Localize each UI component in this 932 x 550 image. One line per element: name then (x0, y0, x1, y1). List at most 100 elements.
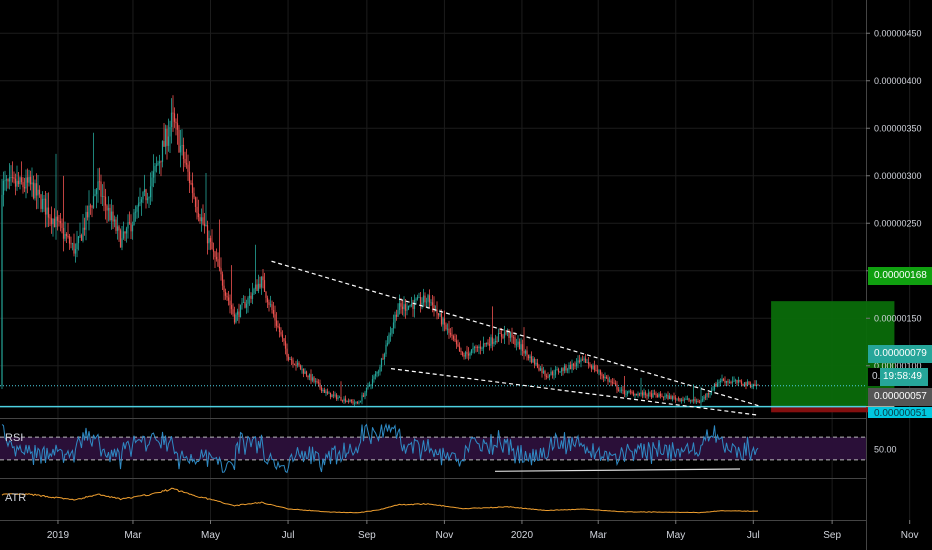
candle-body (98, 181, 101, 183)
candle-body (248, 295, 251, 298)
candle-body (437, 313, 440, 316)
candle-body (653, 393, 656, 395)
candle-body (544, 370, 546, 376)
candle-body (506, 330, 509, 334)
candle-body (299, 365, 302, 369)
cut-price-label: 0.00000051 (868, 407, 932, 418)
candle-body (221, 274, 224, 286)
candle-body (94, 194, 96, 197)
candle-body (307, 375, 309, 378)
candle-body (694, 399, 696, 402)
time-axis[interactable]: 2019 Mar May Jul Sep Nov 2020 Mar May Jul Sep Nov (47, 520, 919, 541)
candle-body (185, 163, 188, 165)
candle-body (115, 219, 117, 231)
candle-body (730, 382, 732, 383)
candle-body (145, 189, 147, 201)
candle-body (683, 399, 686, 401)
candle-body (476, 347, 479, 349)
candle-body (614, 383, 617, 385)
candle-body (578, 360, 581, 362)
candle-body (223, 285, 225, 292)
candle-body (382, 358, 384, 360)
candle-body (356, 401, 359, 404)
candle-body (152, 171, 155, 178)
candle-body (496, 340, 498, 342)
candle-body (628, 391, 630, 393)
candle-body (469, 352, 471, 356)
candle-body (229, 300, 231, 306)
candle-body (323, 389, 326, 393)
candle-body (301, 368, 303, 370)
candle-body (568, 364, 570, 370)
candle-body (364, 392, 366, 397)
candle-body (703, 396, 705, 400)
candle-body (443, 318, 446, 325)
candle-body (190, 182, 192, 184)
candle-body (355, 401, 357, 404)
stop-zone (771, 406, 895, 413)
candle-body (89, 205, 92, 207)
candle-body (194, 197, 197, 207)
candle-body (626, 391, 629, 395)
time-tick-label: Jul (747, 530, 760, 541)
candle-body (542, 370, 545, 373)
candle-body (707, 393, 710, 395)
candle-body (716, 382, 719, 387)
candle-body (502, 336, 504, 338)
candle-body (452, 336, 455, 339)
candle-body (746, 381, 749, 386)
candle-body (491, 337, 494, 344)
candle-body (142, 192, 144, 200)
candle-body (719, 381, 722, 383)
candle-body (41, 199, 44, 209)
candle-body (296, 362, 299, 366)
candle-body (545, 375, 548, 377)
candle-body (22, 182, 24, 188)
candle-body (155, 164, 158, 167)
candle-body (649, 392, 651, 394)
candle-body (97, 181, 99, 190)
candle-body (617, 389, 620, 391)
candle-body (638, 393, 641, 395)
candle-body (407, 305, 410, 310)
candle-body (515, 344, 518, 346)
candle-body (311, 377, 314, 381)
candle-body (667, 395, 669, 399)
candle-body (167, 136, 170, 146)
candle-body (403, 304, 405, 310)
candle-body (209, 238, 212, 242)
candle-body (424, 295, 426, 303)
candle-body (688, 398, 690, 401)
candle-body (751, 385, 753, 388)
candle-body (497, 333, 500, 342)
rsi-pane[interactable]: RSI 50.00 (0, 422, 897, 474)
candle-body (511, 332, 513, 338)
candle-body (34, 183, 36, 199)
rsi-title: RSI (5, 432, 23, 444)
candle-body (110, 211, 113, 221)
candle-body (86, 211, 89, 218)
candle-body (580, 359, 582, 362)
candle-body (269, 304, 272, 306)
candle-body (587, 362, 590, 365)
candle-body (595, 370, 597, 371)
candle-body (541, 368, 543, 373)
candle-body (553, 374, 555, 376)
candle-body (673, 396, 675, 398)
candle-body (704, 396, 707, 398)
low-price-label: 0.00000057 (868, 388, 932, 406)
candle-body (65, 234, 68, 237)
candle-body (143, 189, 146, 193)
candle-body (208, 238, 210, 244)
atr-pane[interactable]: ATR (1, 487, 759, 514)
atr-line (1, 487, 759, 514)
candle-body (445, 324, 447, 330)
candle-body (512, 337, 515, 338)
candle-body (698, 402, 701, 404)
trendline-lower (390, 368, 759, 416)
candle-body (77, 236, 80, 244)
candle-body (569, 364, 572, 370)
candle-body (427, 295, 429, 302)
candle-body (454, 338, 456, 341)
